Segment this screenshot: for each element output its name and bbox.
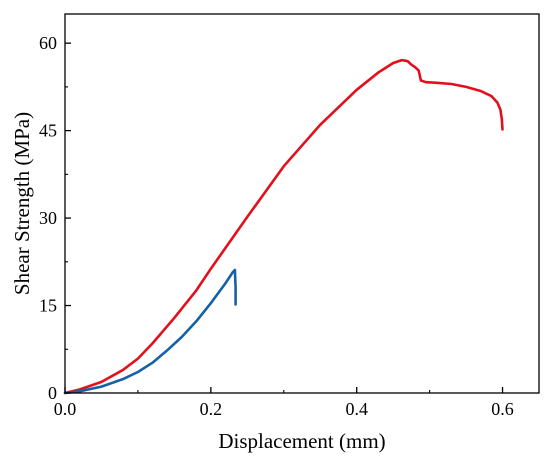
x-tick-label: 0.0 [54, 399, 77, 419]
axes-layer [64, 13, 540, 394]
series-line-2 [63, 268, 237, 395]
y-tick-label: 60 [39, 33, 57, 53]
plot-frame [64, 13, 540, 394]
ticks-layer: 0.0 0.2 0.4 0.6 0 15 30 45 60 [39, 33, 514, 419]
y-tick-label: 0 [48, 383, 57, 403]
x-tick-label: 0.6 [491, 399, 514, 419]
y-axis-title: Shear Strength (MPa) [10, 112, 34, 295]
y-tick-label: 45 [39, 121, 57, 141]
x-axis-title: Displacement (mm) [218, 429, 385, 453]
x-tick-label: 0.2 [200, 399, 223, 419]
x-tick-label: 0.4 [345, 399, 368, 419]
y-tick-label: 30 [39, 208, 57, 228]
series-line-1 [63, 58, 504, 395]
y-tick-label: 15 [39, 296, 57, 316]
series-layer [63, 58, 504, 395]
